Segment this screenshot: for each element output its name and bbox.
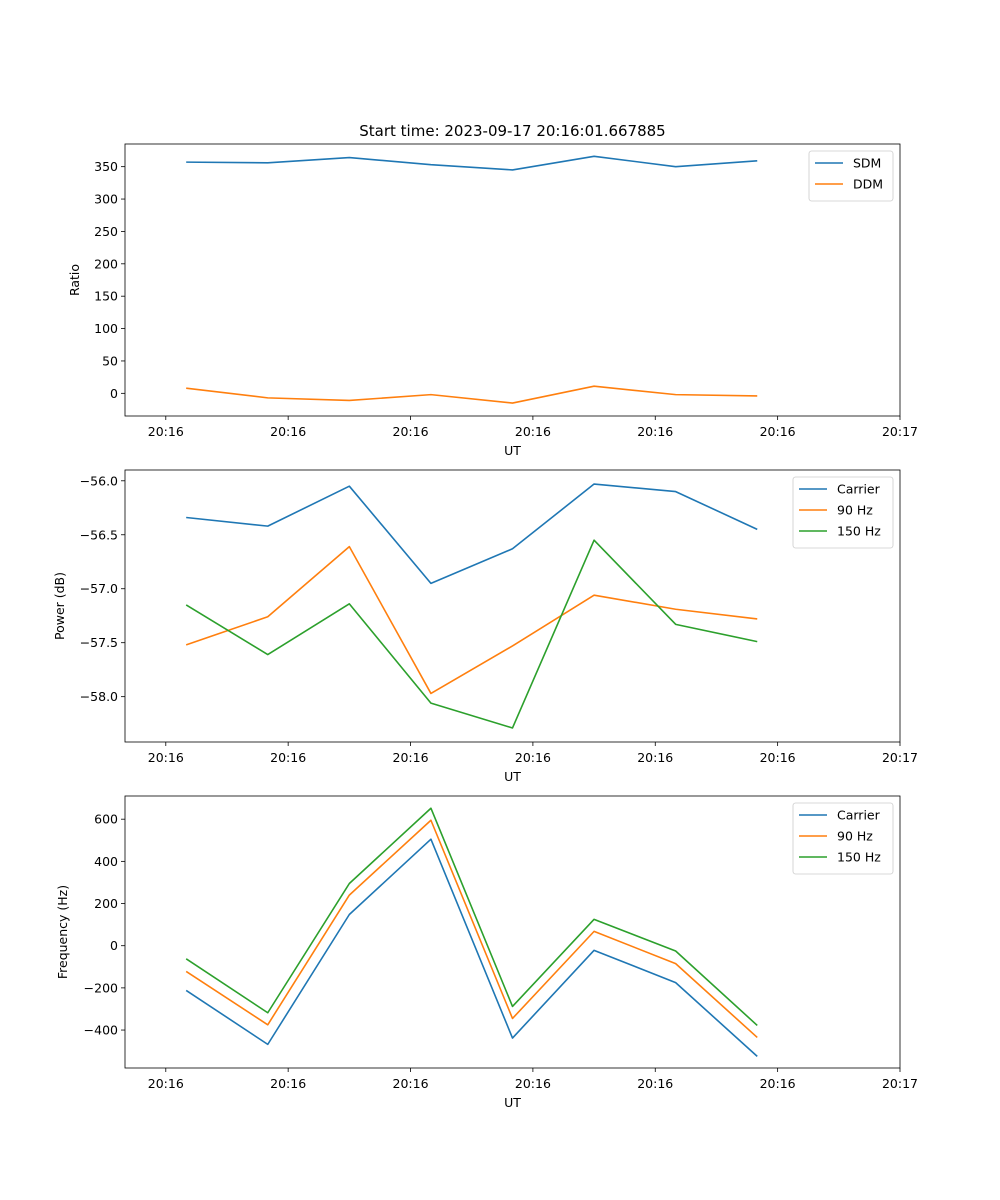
power-y-tick-label: −57.0: [80, 581, 118, 596]
ratio-panel: 0 50 100 150 200 250 300 350 20:16 20:16 20:16 20:1…: [67, 143, 918, 458]
figure-title: Start time: 2023-09-17 20:16:01.667885: [359, 122, 665, 140]
ratio-y-tick-label: 250: [94, 224, 118, 239]
ratio-y-axis-label: Ratio: [67, 264, 82, 296]
power-x-tick-label: 20:16: [637, 750, 673, 765]
ratio-series-line-ddm: [186, 385, 758, 404]
power-axes-frame: [124, 469, 901, 743]
ratio-legend-label-ddm: DDM: [853, 177, 883, 192]
ratio-x-axis-label: UT: [504, 443, 521, 458]
frequency-y-tick-label: 200: [94, 896, 118, 911]
ratio-legend: SDM DDM: [808, 150, 894, 202]
frequency-y-axis-label: Frequency (Hz): [55, 885, 70, 979]
frequency-series-line-carrier: [185, 838, 758, 1057]
ratio-y-tick-label: 100: [94, 321, 118, 336]
power-legend-label-90-hz: 90 Hz: [837, 503, 873, 518]
ratio-y-tick-label: 350: [94, 159, 118, 174]
power-series-line-90-hz: [185, 545, 758, 695]
power-y-tick-label: −57.5: [80, 635, 118, 650]
ratio-x-tick-label: 20:16: [760, 424, 796, 439]
power-x-tick-label: 20:16: [270, 750, 306, 765]
power-x-tick-label: 20:17: [882, 750, 918, 765]
power-y-axis-label: Power (dB): [52, 572, 67, 640]
frequency-legend-label-90-hz: 90 Hz: [837, 829, 873, 844]
frequency-x-tick-label: 20:16: [760, 1076, 796, 1091]
frequency-x-tick-label: 20:17: [882, 1076, 918, 1091]
frequency-x-tick-label: 20:16: [515, 1076, 551, 1091]
frequency-x-tick-label: 20:16: [148, 1076, 184, 1091]
ratio-x-tick-label: 20:16: [270, 424, 306, 439]
frequency-y-tick-label: 0: [110, 938, 118, 953]
frequency-legend-label-150-hz: 150 Hz: [837, 850, 881, 865]
ratio-x-tick-label: 20:16: [393, 424, 429, 439]
ratio-y-tick-label: 300: [94, 192, 118, 207]
power-x-tick-label: 20:16: [515, 750, 551, 765]
ratio-x-tick-label: 20:17: [882, 424, 918, 439]
power-x-tick-label: 20:16: [393, 750, 429, 765]
ratio-x-tick-label: 20:16: [637, 424, 673, 439]
frequency-series-line-90-hz: [185, 819, 758, 1039]
power-y-tick-label: −56.5: [80, 527, 118, 542]
ratio-axes-frame: [124, 143, 901, 417]
power-series-line-carrier: [186, 483, 758, 585]
power-y-tick-label: −56.0: [80, 473, 118, 488]
ratio-x-tick-label: 20:16: [515, 424, 551, 439]
power-y-tick-label: −58.0: [80, 689, 118, 704]
ratio-series-line-sdm: [186, 155, 758, 171]
frequency-y-tick-label: 400: [94, 854, 118, 869]
frequency-legend: Carrier 90 Hz 150 Hz: [792, 802, 894, 875]
power-panel: −58.0 −57.5 −57.0 −56.5 −56.0 20:16 20:16 20:16…: [52, 469, 918, 784]
frequency-x-tick-label: 20:16: [393, 1076, 429, 1091]
power-x-tick-label: 20:16: [148, 750, 184, 765]
frequency-series-line-150-hz: [185, 807, 758, 1027]
power-x-tick-label: 20:16: [760, 750, 796, 765]
power-legend-label-carrier: Carrier: [837, 482, 881, 497]
frequency-y-tick-label: 600: [94, 812, 118, 827]
frequency-y-tick-label: −400: [84, 1023, 118, 1038]
ratio-x-tick-label: 20:16: [148, 424, 184, 439]
ratio-legend-label-sdm: SDM: [853, 156, 881, 171]
frequency-x-axis-label: UT: [504, 1095, 521, 1110]
power-legend: Carrier 90 Hz 150 Hz: [792, 476, 894, 549]
power-series-line-150-hz: [185, 539, 758, 729]
ratio-y-tick-label: 200: [94, 256, 118, 271]
frequency-y-tick-label: −200: [84, 980, 118, 995]
frequency-x-tick-label: 20:16: [270, 1076, 306, 1091]
frequency-legend-label-carrier: Carrier: [837, 808, 881, 823]
ratio-y-tick-label: 0: [110, 386, 118, 401]
ratio-y-tick-label: 150: [94, 289, 118, 304]
frequency-axes-frame: [124, 795, 901, 1069]
power-x-axis-label: UT: [504, 769, 521, 784]
ratio-y-tick-label: 50: [102, 353, 118, 368]
frequency-panel: −400 −200 0 200 400 600 20:16 20:16 20:16 20:16 20…: [55, 795, 918, 1110]
frequency-x-tick-label: 20:16: [637, 1076, 673, 1091]
power-legend-label-150-hz: 150 Hz: [837, 524, 881, 539]
